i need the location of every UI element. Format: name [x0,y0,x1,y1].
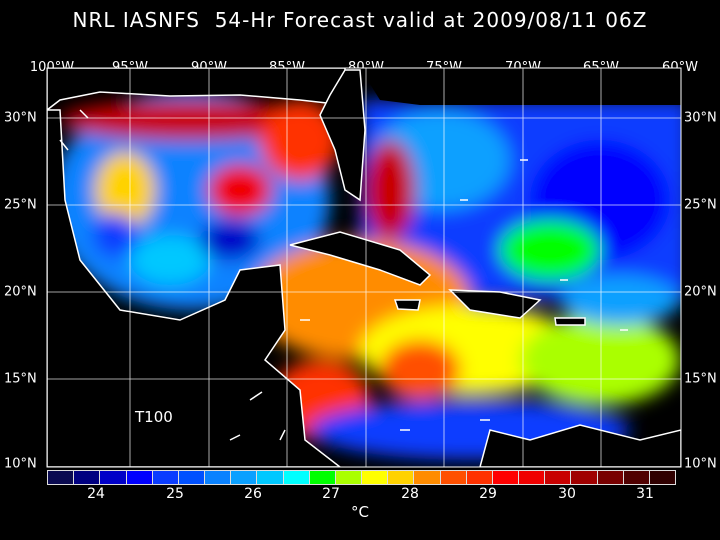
colorbar-box [178,471,206,484]
colorbar-tick-label: 25 [166,486,184,502]
land-puerto-rico [554,317,586,326]
colorbar-box [519,471,546,484]
colorbar-box [597,471,624,484]
colorbar-box [649,471,676,484]
map-frame [46,67,682,468]
lat-label-right: 30°N [684,110,717,126]
colorbar-box [466,471,493,484]
map-title: NRL IASNFS 54-Hr Forecast valid at 2009/… [72,8,648,32]
colorbar-box [571,471,598,484]
colorbar-box [388,471,415,484]
colorbar-tick-label: 24 [87,486,105,502]
colorbar-box [362,471,389,484]
colorbar-tick-label: 27 [322,486,340,502]
colorbar-tick-label: 30 [558,486,576,502]
colorbar-box [48,471,75,484]
colorbar [47,470,676,485]
colorbar-box [205,471,232,484]
lat-label-left: 15°N [4,371,37,387]
lat-label-left: 20°N [4,284,37,300]
colorbar-box [231,471,258,484]
colorbar-tick-label: 28 [401,486,419,502]
colorbar-box [440,471,467,484]
lat-label-right: 25°N [684,197,717,213]
map-label: T100 [135,408,173,426]
colorbar-box [152,471,179,484]
colorbar-box [74,471,101,484]
colorbar-tick-label: 31 [636,486,654,502]
land-cuba [289,231,432,286]
colorbar-box [309,471,336,484]
colorbar-unit: °C [351,503,369,521]
lat-label-right: 10°N [684,456,717,472]
land-atlantic-nodata [360,68,681,105]
land-mexico [47,109,342,467]
land-florida [319,69,366,202]
lat-label-left: 10°N [4,456,37,472]
colorbar-box [283,471,310,484]
land-south-america [479,424,681,467]
colorbar-box [257,471,284,484]
colorbar-box [545,471,572,484]
lat-label-right: 15°N [684,371,717,387]
lat-label-left: 25°N [4,197,37,213]
colorbar-box [126,471,153,484]
colorbar-tick-label: 29 [479,486,497,502]
sst-field [50,90,681,460]
lat-label-right: 20°N [684,284,717,300]
colorbar-box [100,471,127,484]
colorbar-tick-label: 26 [244,486,262,502]
gridlines [47,68,681,467]
colorbar-box [623,471,650,484]
current-vectors [59,109,628,441]
colorbar-box [492,471,520,484]
colorbar-box [414,471,441,484]
land-jamaica [393,299,421,311]
lat-label-left: 30°N [4,110,37,126]
colorbar-box [335,471,363,484]
